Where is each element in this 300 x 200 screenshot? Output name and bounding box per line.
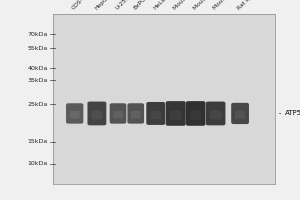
Text: Mouse kidney: Mouse kidney <box>172 0 205 11</box>
Text: 25kDa: 25kDa <box>28 102 48 107</box>
Text: Mouse brain: Mouse brain <box>212 0 241 11</box>
FancyBboxPatch shape <box>170 110 182 120</box>
FancyBboxPatch shape <box>110 103 126 124</box>
FancyBboxPatch shape <box>231 103 249 124</box>
FancyBboxPatch shape <box>128 103 144 124</box>
Text: Mouse thymus: Mouse thymus <box>192 0 226 11</box>
FancyBboxPatch shape <box>235 111 245 119</box>
FancyBboxPatch shape <box>92 111 102 119</box>
Text: 35kDa: 35kDa <box>28 78 48 83</box>
Text: 15kDa: 15kDa <box>28 139 48 144</box>
Text: U-251MG: U-251MG <box>115 0 137 11</box>
Text: 40kDa: 40kDa <box>28 66 48 71</box>
Text: 70kDa: 70kDa <box>28 32 48 37</box>
FancyBboxPatch shape <box>66 103 83 124</box>
FancyBboxPatch shape <box>206 102 225 125</box>
FancyBboxPatch shape <box>186 101 206 126</box>
Text: 10kDa: 10kDa <box>28 161 48 166</box>
Text: HepG2: HepG2 <box>93 0 111 11</box>
FancyBboxPatch shape <box>146 102 165 125</box>
Text: Rat spinal cord: Rat spinal cord <box>237 0 271 11</box>
Text: HeLa: HeLa <box>152 0 166 11</box>
Text: ATP5H: ATP5H <box>284 110 300 116</box>
FancyBboxPatch shape <box>150 111 161 119</box>
Text: COS-7: COS-7 <box>71 0 88 11</box>
FancyBboxPatch shape <box>113 111 123 119</box>
FancyBboxPatch shape <box>70 111 80 119</box>
FancyBboxPatch shape <box>166 101 186 126</box>
FancyBboxPatch shape <box>131 111 140 119</box>
FancyBboxPatch shape <box>88 102 106 125</box>
FancyBboxPatch shape <box>210 111 221 119</box>
Text: BxPC-3: BxPC-3 <box>132 0 151 11</box>
FancyBboxPatch shape <box>190 110 201 120</box>
Text: 55kDa: 55kDa <box>28 46 48 50</box>
